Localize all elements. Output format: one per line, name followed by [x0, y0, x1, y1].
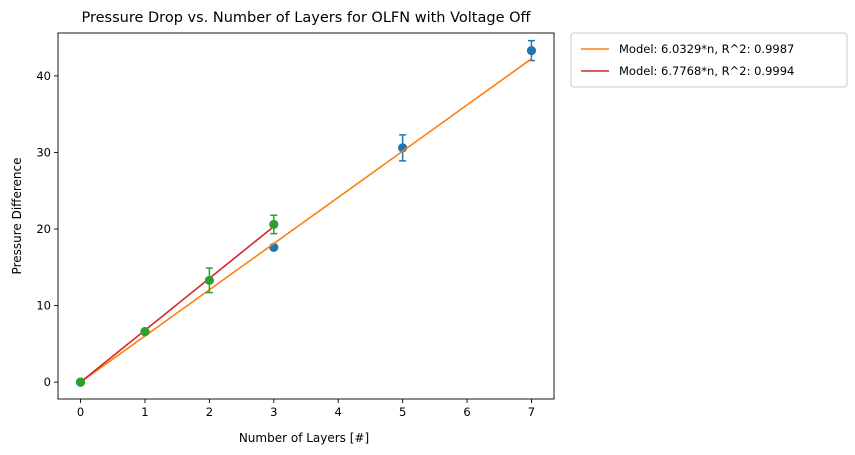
data-point [140, 327, 150, 337]
legend-box [570, 32, 848, 88]
legend-label: Model: 6.7768*n, R^2: 0.9994 [619, 64, 794, 78]
legend: Model: 6.0329*n, R^2: 0.9987 Model: 6.776… [570, 32, 848, 88]
y-tick-label: 20 [36, 222, 51, 236]
x-tick-label: 5 [399, 405, 406, 419]
x-axis-label: Number of Layers [#] [239, 431, 369, 445]
data-point [75, 377, 86, 387]
y-tick-label: 40 [36, 69, 51, 83]
legend-label: Model: 6.0329*n, R^2: 0.9987 [619, 42, 794, 56]
x-tick-label: 2 [206, 405, 213, 419]
x-tick-label: 7 [528, 405, 535, 419]
x-tick-label: 0 [77, 405, 84, 419]
model-line-2 [80, 225, 275, 383]
y-tick-label: 30 [36, 145, 51, 159]
data-point [269, 219, 279, 230]
x-tick-label: 1 [141, 405, 148, 419]
data-point [526, 46, 537, 56]
model-line-1 [80, 58, 532, 383]
data-point [204, 275, 214, 285]
x-tick-label: 6 [463, 405, 470, 419]
y-tick-label: 10 [36, 299, 51, 313]
x-tick-label: 4 [335, 405, 342, 419]
y-tick-label: 0 [44, 375, 51, 389]
chart-title: Pressure Drop vs. Number of Layers for O… [81, 10, 531, 26]
y-axis-label: Pressure Difference [10, 158, 24, 275]
x-tick-label: 3 [270, 405, 277, 419]
plot-frame [57, 32, 555, 400]
